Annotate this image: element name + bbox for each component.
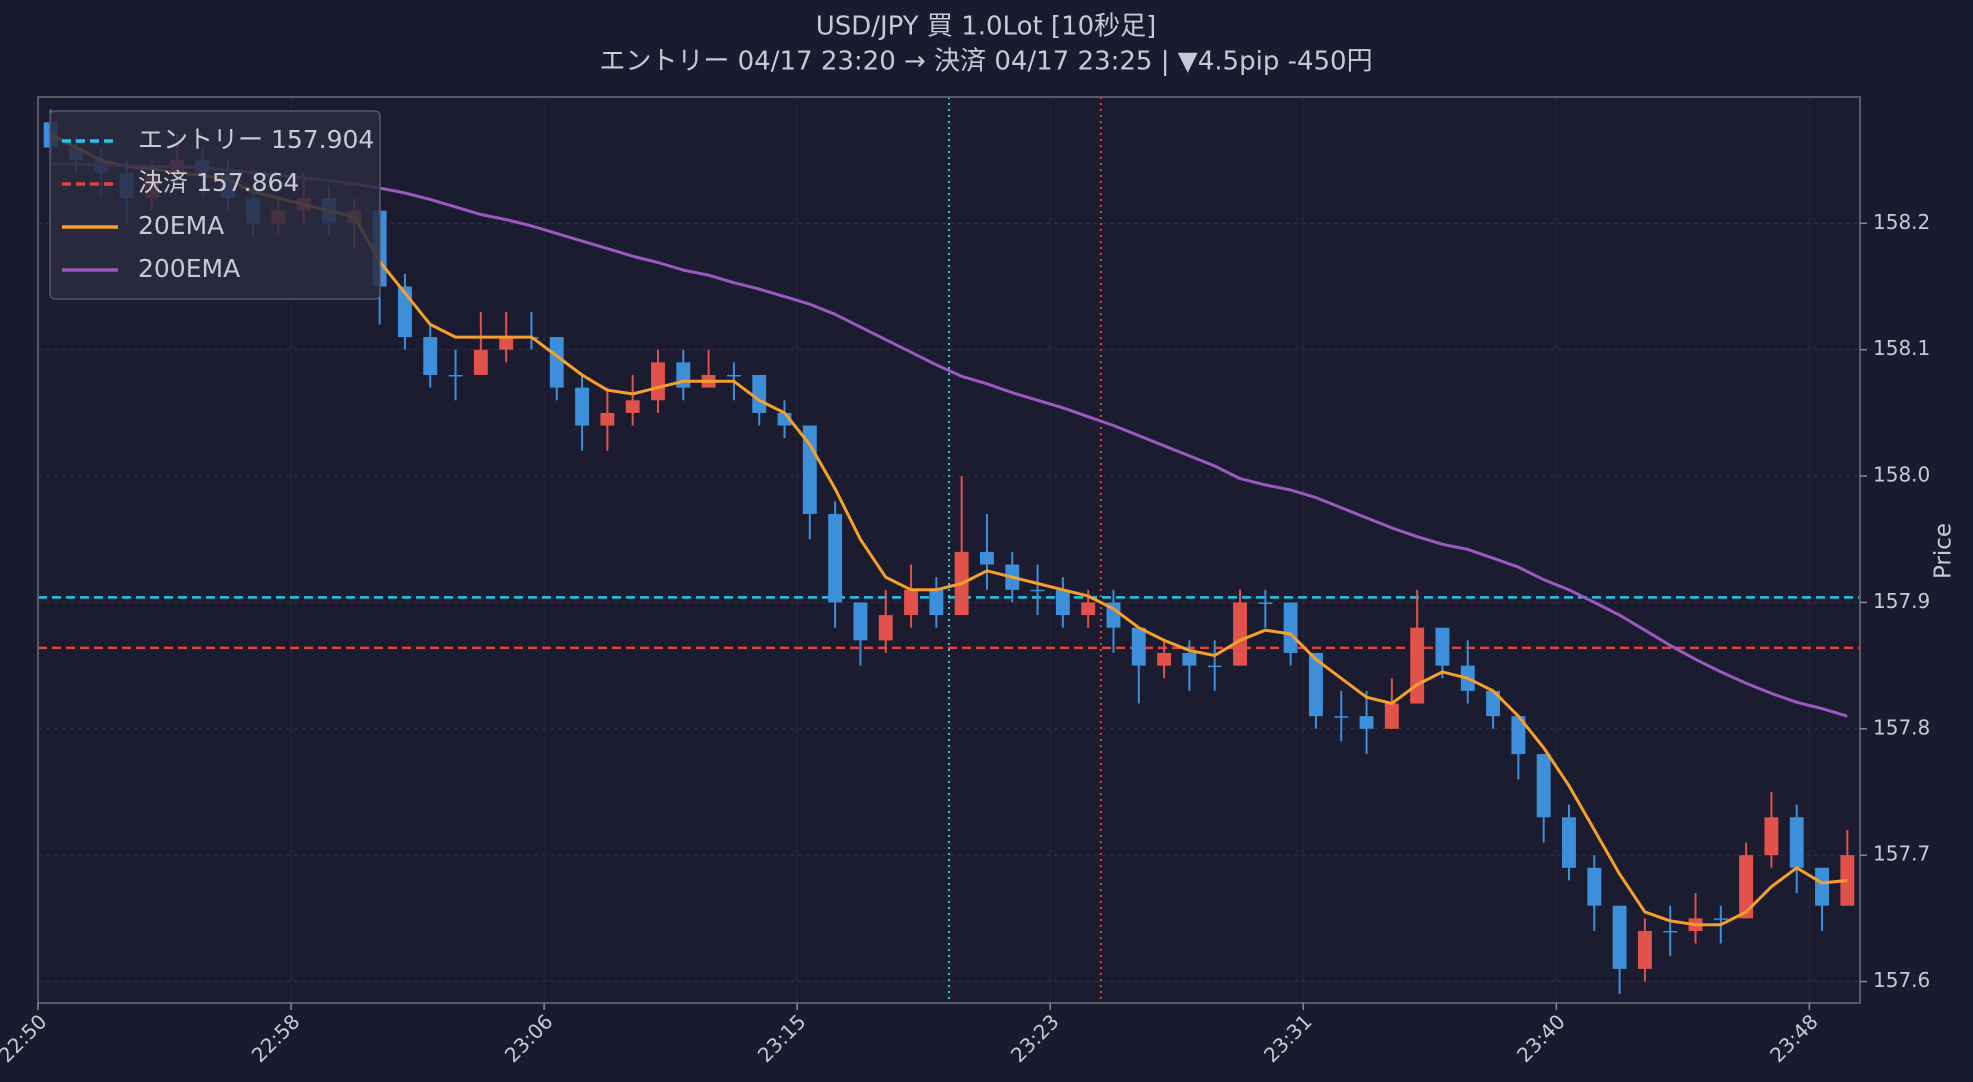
candle-body <box>1030 589 1045 592</box>
legend-box <box>49 110 381 300</box>
candle-body <box>1106 602 1121 628</box>
y-tick-label: 158.0 <box>1873 463 1930 487</box>
candle-body <box>1384 703 1399 729</box>
candle-body <box>878 615 893 641</box>
legend: エントリー 157.904 決済 157.864 20EMA 200EMA <box>49 110 381 300</box>
candle-body <box>575 387 590 426</box>
candle-body <box>1612 905 1627 969</box>
x-tick-label: 23:15 <box>753 1009 811 1067</box>
candle-body <box>1308 652 1323 717</box>
y-tick-label: 157.9 <box>1873 589 1930 613</box>
candle-body <box>549 337 564 388</box>
candle-body <box>1055 589 1070 616</box>
candle-body <box>448 374 463 377</box>
candle-body <box>1207 665 1222 668</box>
candle-body <box>1131 627 1146 666</box>
candle-body <box>625 400 640 413</box>
candle-body <box>1410 627 1425 704</box>
candle-body <box>1713 918 1728 920</box>
y-tick-label: 158.2 <box>1873 210 1930 234</box>
x-tick-label: 23:23 <box>1006 1009 1064 1067</box>
candle-body <box>1081 602 1096 616</box>
candle-body <box>979 551 994 565</box>
levels <box>38 97 1860 1003</box>
candle-body <box>1359 716 1374 729</box>
candle-body <box>853 602 868 641</box>
candle-body <box>726 374 741 377</box>
candle-body <box>499 337 514 350</box>
candle-body <box>828 513 843 603</box>
candle-body <box>1334 716 1349 718</box>
y-tick-label: 157.6 <box>1873 968 1930 992</box>
candle-body <box>423 337 438 375</box>
candle-body <box>1764 817 1779 856</box>
legend-label: 決済 157.864 <box>138 168 299 197</box>
candle-body <box>1536 754 1551 818</box>
candle-body <box>1182 652 1197 666</box>
legend-label: 200EMA <box>138 254 240 283</box>
y-tick-label: 157.7 <box>1873 842 1930 866</box>
x-tick-label: 22:58 <box>247 1009 305 1067</box>
x-tick-label: 23:31 <box>1259 1009 1317 1067</box>
candle-body <box>929 589 944 616</box>
candle-body <box>1739 855 1754 919</box>
candle-body <box>1840 855 1855 906</box>
candle-body <box>473 349 488 375</box>
legend-label: 20EMA <box>138 211 224 240</box>
candle-body <box>1587 867 1602 906</box>
candle-body <box>1435 627 1450 666</box>
x-tick-label: 23:48 <box>1765 1009 1823 1067</box>
x-tick-label: 22:50 <box>0 1009 51 1067</box>
candle-body <box>904 589 919 616</box>
chart-subtitle: エントリー 04/17 23:20 → 決済 04/17 23:25 | ▼4.… <box>599 47 1372 77</box>
y-axis-label: Price <box>1931 523 1957 579</box>
candle-body <box>1233 602 1247 666</box>
candle-body <box>752 374 767 413</box>
candle-body <box>1789 817 1804 868</box>
candle-body <box>1637 930 1652 969</box>
y-tick-label: 158.1 <box>1873 336 1930 360</box>
candle-body <box>1258 602 1273 604</box>
candle-body <box>1663 930 1678 933</box>
x-tick-label: 23:40 <box>1512 1009 1570 1067</box>
candle-body <box>1815 867 1830 906</box>
candle-body <box>600 412 615 426</box>
candle-body <box>1283 602 1298 653</box>
candle-body <box>1486 690 1501 717</box>
y-tick-label: 157.8 <box>1873 715 1930 739</box>
candle-body <box>651 362 665 401</box>
candle-body <box>1511 716 1526 755</box>
plot-frame <box>37 96 1861 1004</box>
candle-body <box>1562 817 1576 868</box>
x-tick-label: 23:06 <box>500 1009 558 1067</box>
chart-title: USD/JPY 買 1.0Lot [10秒足] <box>816 12 1157 42</box>
candle-body <box>1157 652 1172 666</box>
legend-label: エントリー 157.904 <box>138 125 374 154</box>
